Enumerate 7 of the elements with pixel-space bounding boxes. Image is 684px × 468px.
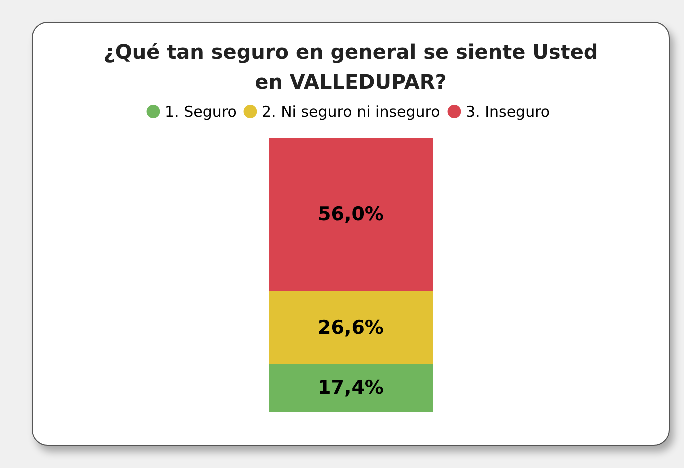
data-label: 26,6%: [318, 316, 384, 339]
data-label: 56,0%: [318, 204, 384, 226]
chart-title: ¿Qué tan seguro en general se siente Usted en VALLEDUPAR?: [102, 39, 600, 96]
data-label: 17,4%: [318, 377, 384, 400]
legend-label: 1. Seguro: [165, 102, 237, 121]
legend-label: 3. Inseguro: [466, 102, 550, 121]
legend-label: 2. Ni seguro ni inseguro: [262, 102, 440, 121]
